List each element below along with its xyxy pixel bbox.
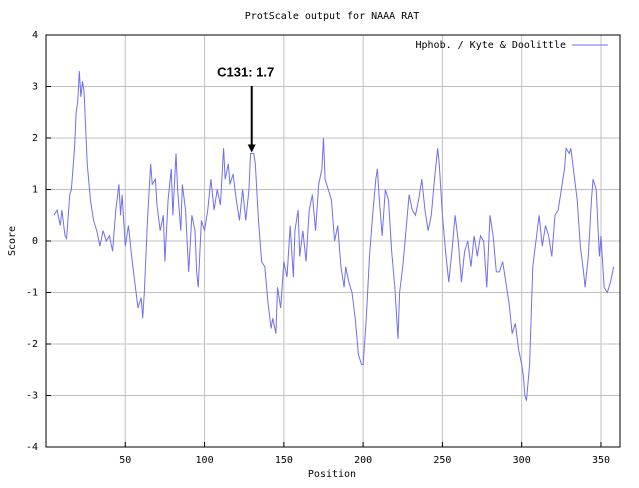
x-axis-label: Position: [308, 469, 356, 480]
plot-frame: [45, 34, 621, 448]
x-tick-label: 350: [592, 455, 610, 466]
y-tick-label: -1: [26, 288, 38, 299]
y-tick-label: 1: [32, 185, 38, 196]
x-tick-label: 300: [513, 455, 531, 466]
y-tick-label: -3: [26, 391, 38, 402]
annotation-arrowhead: [247, 144, 256, 153]
x-tick-label: 250: [433, 455, 451, 466]
y-tick-label: 4: [32, 30, 38, 41]
x-tick-label: 100: [196, 455, 214, 466]
y-tick-label: 3: [32, 82, 38, 93]
annotation-label: C131: 1.7: [217, 64, 274, 79]
x-tick-label: 200: [354, 455, 372, 466]
y-tick-label: 2: [32, 133, 38, 144]
data-line: [53, 71, 615, 401]
x-tick-label: 50: [119, 455, 131, 466]
y-tick-label: 0: [32, 236, 38, 247]
chart-title: ProtScale output for NAAA RAT: [245, 11, 420, 22]
legend-label: Hphob. / Kyte & Doolittle: [415, 40, 566, 51]
y-tick-label: -2: [26, 339, 38, 350]
x-tick-label: 150: [275, 455, 293, 466]
y-axis-label: Score: [7, 226, 18, 256]
y-tick-label: -4: [26, 442, 38, 453]
